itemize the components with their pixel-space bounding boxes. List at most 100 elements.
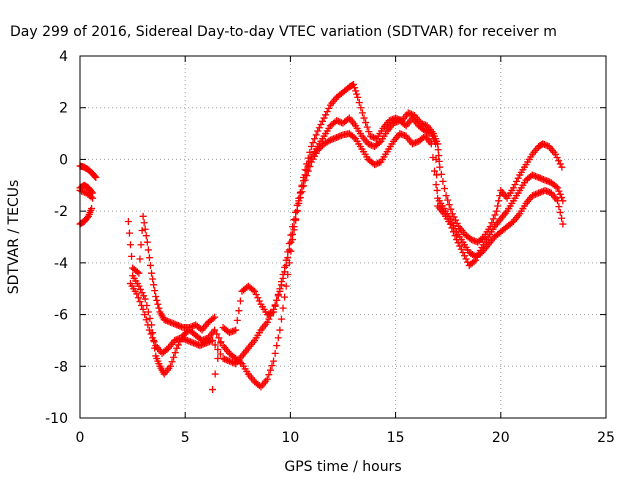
- data-point: [125, 229, 133, 237]
- data-point: [357, 104, 365, 112]
- data-point: [285, 239, 293, 247]
- data-point: [514, 174, 522, 182]
- data-point: [148, 321, 156, 329]
- data-point: [217, 338, 225, 346]
- data-point: [295, 197, 303, 205]
- data-point: [432, 181, 440, 189]
- data-point: [265, 371, 273, 379]
- data-point: [473, 253, 481, 261]
- data-point: [215, 334, 223, 342]
- data-point: [138, 227, 146, 235]
- data-point: [170, 353, 178, 361]
- data-point: [279, 304, 287, 312]
- data-point: [495, 197, 503, 205]
- data-point: [284, 270, 292, 278]
- data-point: [312, 131, 320, 139]
- data-point: [453, 219, 461, 227]
- data-point: [472, 256, 480, 264]
- data-point: [441, 185, 449, 193]
- y-tick-label: -10: [45, 411, 68, 427]
- data-point: [137, 241, 145, 249]
- data-point: [298, 181, 306, 189]
- data-point: [554, 184, 562, 192]
- data-point: [475, 250, 483, 258]
- data-point: [323, 108, 331, 116]
- data-point: [140, 219, 148, 227]
- data-point: [553, 153, 561, 161]
- data-point: [251, 287, 259, 295]
- data-point: [450, 213, 458, 221]
- data-point: [449, 228, 457, 236]
- data-point: [448, 224, 456, 232]
- y-tick-label: -8: [54, 359, 68, 375]
- data-point: [325, 104, 333, 112]
- data-point: [486, 223, 494, 231]
- plot-frame: [79, 55, 607, 419]
- data-point: [271, 349, 279, 357]
- data-point: [552, 150, 560, 158]
- data-point: [133, 290, 141, 298]
- data-point: [270, 357, 278, 365]
- data-point: [448, 210, 456, 218]
- data-point: [87, 193, 95, 201]
- data-point: [139, 212, 147, 220]
- data-point: [89, 194, 97, 202]
- data-point: [178, 334, 186, 342]
- axis-ticks: 0 5 10 15 20 25 -10 -8 -6 -4 -2 0 2 4: [45, 49, 615, 446]
- data-point: [155, 304, 163, 312]
- data-point: [296, 189, 304, 197]
- data-point: [144, 308, 152, 316]
- data-point: [141, 225, 149, 233]
- data-point: [150, 336, 158, 344]
- data-point: [447, 205, 455, 213]
- data-point: [142, 232, 150, 240]
- data-point: [306, 148, 314, 156]
- data-point: [135, 282, 143, 290]
- data-point: [144, 246, 152, 254]
- data-point: [277, 278, 285, 286]
- x-tick-label: 25: [597, 430, 615, 446]
- data-point: [274, 334, 282, 342]
- data-point: [271, 302, 279, 310]
- data-point: [488, 219, 496, 227]
- data-point: [303, 160, 311, 168]
- data-point: [252, 291, 260, 299]
- data-point: [556, 190, 564, 198]
- data-point: [375, 139, 383, 147]
- data-point: [268, 362, 276, 370]
- data-point: [555, 187, 563, 195]
- data-point: [559, 197, 567, 205]
- data-point: [270, 308, 278, 316]
- data-point: [442, 192, 450, 200]
- data-point: [317, 121, 325, 129]
- data-point: [152, 292, 160, 300]
- data-point: [281, 293, 289, 301]
- data-point: [454, 239, 462, 247]
- data-point: [211, 313, 219, 321]
- data-point: [559, 220, 567, 228]
- x-tick-label: 5: [181, 430, 190, 446]
- data-point: [145, 254, 153, 262]
- data-point: [307, 143, 315, 150]
- data-point: [92, 174, 100, 182]
- data-point: [436, 163, 444, 171]
- data-point: [555, 203, 563, 211]
- data-point: [209, 336, 217, 344]
- data-point: [232, 326, 240, 334]
- data-point: [451, 232, 459, 240]
- data-point: [476, 247, 484, 255]
- data-point: [148, 269, 156, 277]
- data-point: [513, 177, 521, 185]
- data-point: [214, 355, 222, 363]
- data-point: [150, 281, 158, 289]
- data-point: [452, 216, 460, 224]
- data-point: [311, 135, 319, 143]
- data-point: [266, 366, 274, 374]
- data-point: [289, 223, 297, 231]
- y-tick-label: -2: [54, 204, 68, 220]
- x-tick-label: 10: [281, 430, 299, 446]
- data-point: [439, 177, 447, 185]
- data-point: [301, 166, 309, 174]
- data-point: [556, 160, 564, 168]
